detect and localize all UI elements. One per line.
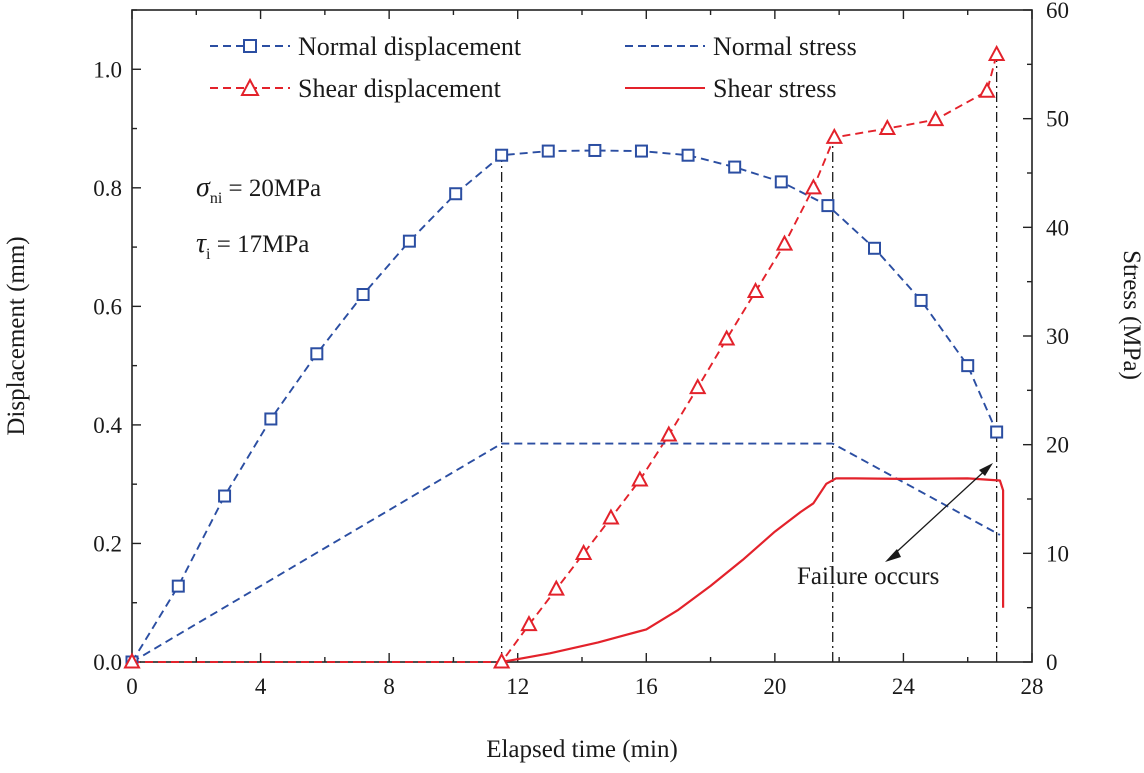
y-left-tick-label: 0.6 (93, 294, 122, 319)
point-shear-displacement (878, 118, 897, 136)
point-normal-displacement (821, 199, 835, 213)
y-left-tick-label: 0.8 (93, 176, 122, 201)
point-shear-displacement (978, 81, 996, 98)
point-shear-displacement (123, 652, 141, 669)
y-right-tick-label: 20 (1046, 433, 1069, 458)
x-tick-label: 8 (383, 674, 395, 699)
y-left-tick-label: 0.0 (93, 650, 122, 675)
y-left-tick-label: 0.4 (93, 413, 122, 438)
point-normal-displacement (541, 144, 555, 158)
point-shear-displacement (775, 234, 794, 251)
legend-shear-displacement: Shear displacement (210, 74, 502, 103)
legend-normal-stress-label: Normal stress (713, 32, 857, 61)
tau-value: = 17MPa (210, 231, 309, 258)
y-axis-left-title: Displacement (mm) (3, 236, 30, 435)
point-shear-displacement (746, 281, 765, 299)
legend-normal-displacement: Normal displacement (210, 32, 522, 61)
point-normal-displacement (774, 175, 788, 189)
failure-arrow (889, 465, 991, 559)
point-normal-displacement (728, 160, 742, 174)
point-shear-displacement (926, 110, 945, 127)
guide-lines (500, 54, 998, 662)
point-shear-displacement (804, 178, 823, 195)
failure-arrow-head-lower (885, 549, 901, 562)
y-left-tick-label: 0.2 (93, 531, 122, 556)
x-tick-label: 24 (892, 674, 916, 699)
point-shear-displacement (547, 579, 565, 596)
point-normal-displacement (495, 148, 509, 162)
point-normal-displacement (264, 412, 278, 426)
y-right-tick-label: 40 (1046, 215, 1069, 240)
point-shear-displacement (602, 508, 620, 525)
point-normal-displacement (171, 579, 185, 593)
x-tick-label: 0 (126, 674, 138, 699)
point-shear-displacement (717, 329, 736, 346)
legend: Normal displacement Shear displacement N… (210, 32, 857, 103)
annotation-tau: τi = 17MPa (196, 228, 309, 263)
point-shear-displacement (987, 44, 1006, 61)
y-right-tick-label: 50 (1046, 107, 1069, 132)
point-normal-displacement (914, 293, 928, 307)
legend-shear-stress: Shear stress (625, 74, 836, 103)
series-line-shear-displacement (132, 54, 998, 663)
point-shear-displacement (520, 615, 538, 632)
point-shear-displacement (631, 470, 649, 487)
legend-normal-displacement-label: Normal displacement (298, 32, 522, 61)
point-normal-displacement (588, 143, 602, 157)
x-axis-title: Elapsed time (min) (486, 736, 678, 763)
y-left-tick-label: 1.0 (93, 57, 122, 82)
y-right-tick-label: 30 (1046, 324, 1069, 349)
x-tick-label: 12 (506, 674, 529, 699)
y-axis-right-title: Stress (MPa) (1118, 250, 1144, 380)
point-normal-displacement (961, 359, 975, 373)
y-right-tick-label: 10 (1046, 541, 1069, 566)
point-normal-displacement (356, 288, 370, 302)
point-normal-displacement (310, 347, 324, 361)
legend-shear-stress-label: Shear stress (713, 74, 836, 103)
point-shear-displacement (825, 127, 843, 144)
y-right-tick-label: 60 (1046, 0, 1069, 23)
series-line-normal-displacement (131, 149, 998, 663)
x-tick-label: 28 (1021, 674, 1044, 699)
series-layer (123, 44, 1006, 669)
y-right-tick-label: 0 (1046, 650, 1058, 675)
tau-symbol: τ (196, 228, 207, 259)
series-line-normal-stress (131, 442, 1001, 663)
failure-arrow-head-upper (979, 463, 993, 476)
sigma-symbol: σ (196, 172, 211, 203)
point-shear-displacement (689, 377, 707, 395)
point-normal-displacement (681, 148, 695, 162)
legend-shear-displacement-label: Shear displacement (298, 74, 502, 103)
series-line-shear-stress (501, 477, 1005, 664)
x-tick-label: 16 (635, 674, 658, 699)
tau-subscript: i (206, 246, 211, 263)
point-shear-displacement (574, 543, 593, 561)
x-tick-label: 20 (763, 674, 786, 699)
sigma-subscript: ni (210, 190, 223, 207)
annotation-sigma: σni = 20MPa (196, 172, 321, 207)
sigma-value: = 20MPa (222, 175, 321, 202)
point-normal-displacement (868, 241, 881, 255)
legend-shear-displacement-marker (240, 77, 260, 96)
point-normal-displacement (402, 234, 416, 248)
point-shear-displacement (492, 652, 511, 669)
point-normal-displacement (218, 489, 232, 503)
point-normal-displacement (449, 187, 463, 201)
annotation-failure: Failure occurs (797, 563, 939, 590)
point-normal-displacement (634, 144, 648, 158)
legend-normal-displacement-marker (243, 39, 257, 53)
axis-ticks: 0 4 8 12 16 20 24 28 0.0 0.2 0.4 0.6 0.8 1.0 0 10 20 30 40… (93, 0, 1069, 699)
point-shear-displacement (660, 425, 678, 442)
point-normal-displacement (990, 425, 1004, 439)
legend-normal-stress: Normal stress (625, 32, 857, 61)
x-tick-label: 4 (255, 674, 267, 699)
